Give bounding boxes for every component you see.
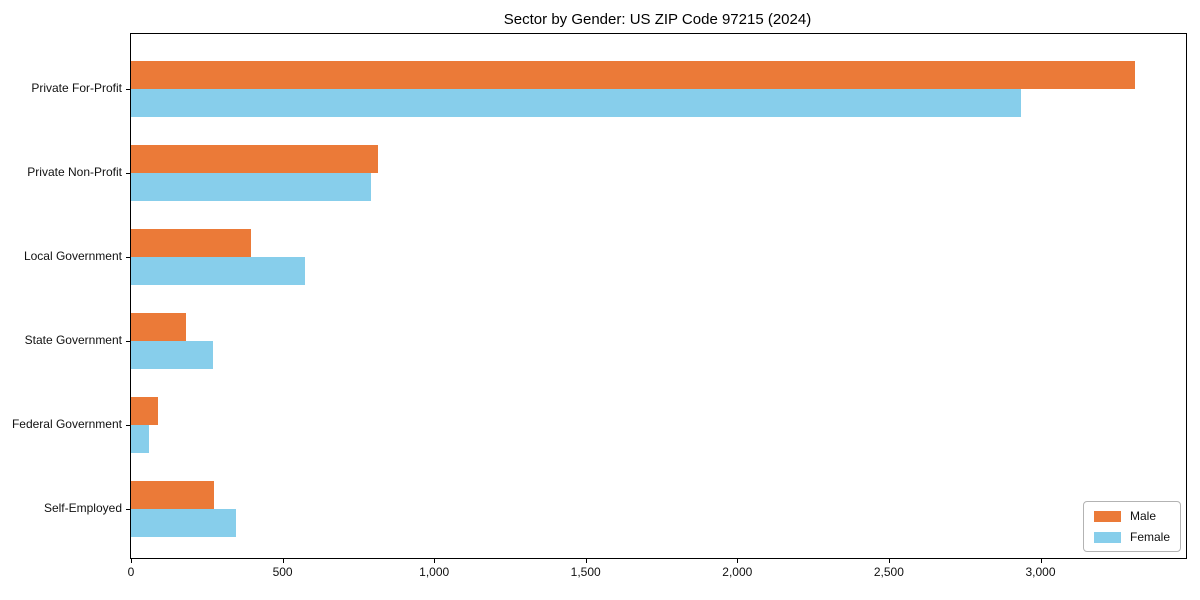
y-tick — [126, 341, 130, 342]
bar-male-local-government — [131, 229, 251, 257]
x-tick-label: 1,500 — [570, 565, 601, 579]
x-tick — [888, 558, 890, 563]
bar-male-self-employed — [131, 481, 215, 509]
legend-entry-female: Female — [1093, 530, 1170, 544]
y-tick — [126, 425, 130, 426]
bar-female-local-government — [131, 257, 306, 285]
y-tick-label: Private For-Profit — [31, 81, 122, 95]
y-tick-label: Private Non-Profit — [27, 165, 122, 179]
y-tick-label: Federal Government — [11, 417, 122, 431]
bar-male-state-government — [131, 313, 186, 341]
chart-title: Sector by Gender: US ZIP Code 97215 (202… — [503, 11, 812, 28]
x-tick — [434, 558, 436, 563]
bar-male-federal-government — [131, 397, 159, 425]
x-tick-label: 500 — [272, 565, 293, 579]
x-tick-label: 3,000 — [1025, 565, 1056, 579]
x-tick — [282, 558, 284, 563]
y-tick — [126, 509, 130, 510]
y-tick-label: State Government — [24, 333, 122, 347]
y-tick — [126, 89, 130, 90]
x-tick-label: 1,000 — [419, 565, 450, 579]
x-tick — [585, 558, 587, 563]
x-tick — [737, 558, 739, 563]
x-tick-label: 2,000 — [722, 565, 753, 579]
legend-entry-male: Male — [1093, 509, 1170, 523]
bar-female-private-non-profit — [131, 173, 371, 201]
x-tick-label: 0 — [127, 565, 135, 579]
bar-female-private-for-profit — [131, 89, 1021, 117]
bar-female-self-employed — [131, 509, 236, 537]
bar-male-private-for-profit — [131, 61, 1135, 89]
bar-female-state-government — [131, 341, 213, 369]
x-tick-label: 2,500 — [873, 565, 904, 579]
bar-male-private-non-profit — [131, 145, 379, 173]
plot-area: Male Female — [126, 33, 1187, 563]
legend-label: Female — [1129, 530, 1170, 544]
legend-label: Male — [1129, 509, 1156, 523]
bar-female-federal-government — [131, 425, 150, 453]
x-tick — [131, 558, 132, 563]
y-tick-label: Local Government — [23, 249, 122, 263]
legend-swatch-female — [1093, 531, 1121, 543]
legend-swatch-male — [1093, 510, 1121, 522]
x-tick — [1040, 558, 1042, 563]
y-tick — [126, 257, 130, 258]
y-tick-label: Self-Employed — [43, 501, 122, 515]
y-tick — [126, 173, 130, 174]
legend: Male Female — [1082, 501, 1181, 552]
